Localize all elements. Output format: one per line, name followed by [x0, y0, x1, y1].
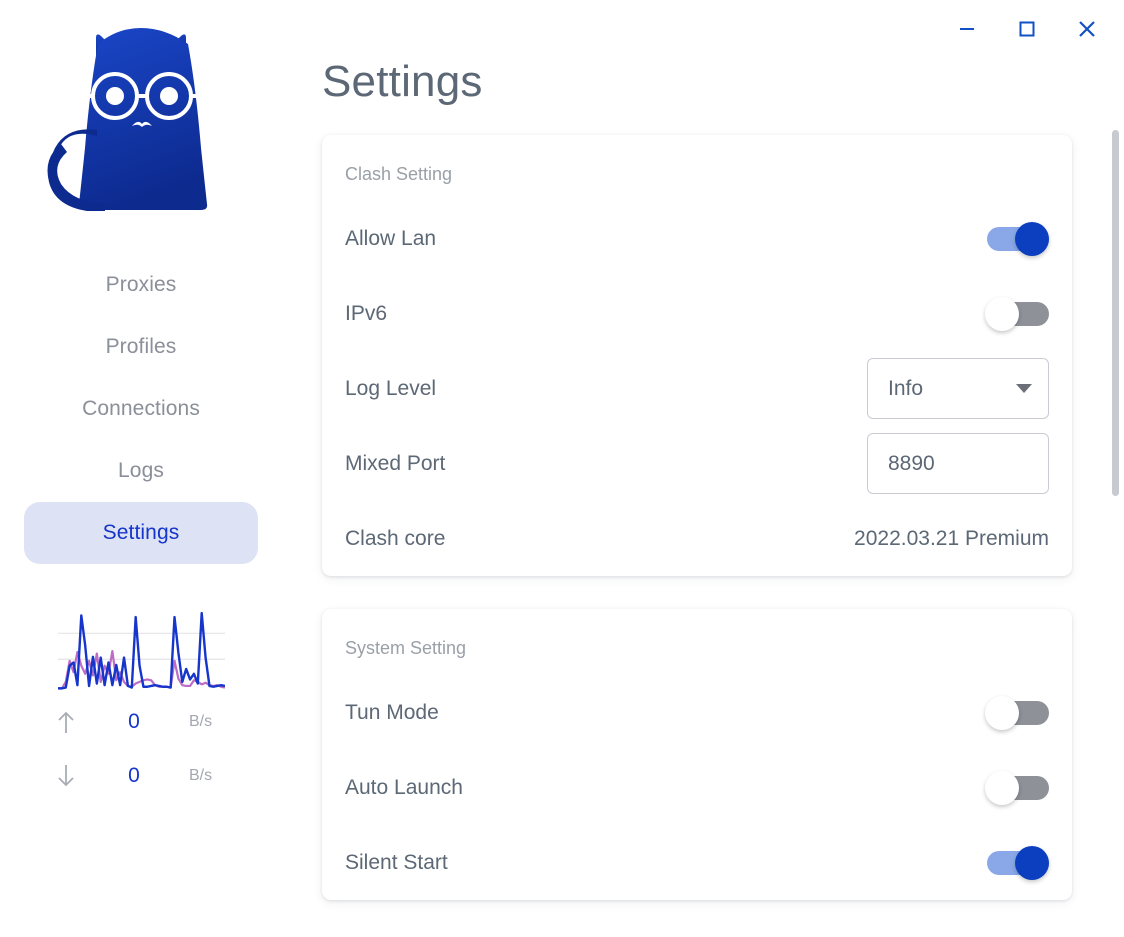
- main-content: Settings Clash Setting Allow Lan IPv6 Lo…: [282, 0, 1124, 937]
- sidebar-item-proxies[interactable]: Proxies: [24, 254, 258, 316]
- toggle-thumb: [985, 695, 1019, 730]
- minimize-icon: [960, 28, 974, 30]
- clash-core-version: 2022.03.21 Premium: [854, 526, 1049, 550]
- maximize-button[interactable]: [1012, 14, 1042, 44]
- sidebar-item-label: Proxies: [105, 273, 177, 296]
- system-setting-card: System Setting Tun Mode Auto Launch Sile…: [322, 609, 1072, 900]
- download-speed-stat: 0 B/s: [53, 749, 229, 803]
- setting-label: IPv6: [345, 301, 388, 325]
- toggle-thumb: [1015, 221, 1049, 256]
- setting-label: Tun Mode: [345, 700, 439, 724]
- setting-row-allow-lan: Allow Lan: [345, 201, 1049, 276]
- upload-speed-unit: B/s: [189, 713, 213, 730]
- clash-verge-cat-logo: [47, 28, 208, 211]
- sidebar-item-logs[interactable]: Logs: [24, 440, 258, 502]
- log-level-select[interactable]: Info: [867, 358, 1049, 419]
- clash-setting-card: Clash Setting Allow Lan IPv6 Log Level: [322, 135, 1072, 576]
- setting-row-tun-mode: Tun Mode: [345, 675, 1049, 750]
- arrow-down-icon: [53, 763, 79, 789]
- card-title: System Setting: [345, 638, 467, 658]
- sidebar-item-settings[interactable]: Settings: [24, 502, 258, 564]
- setting-label: Mixed Port: [345, 451, 446, 475]
- setting-label: Auto Launch: [345, 775, 463, 799]
- setting-row-auto-launch: Auto Launch: [345, 750, 1049, 825]
- auto-launch-toggle[interactable]: [973, 769, 1049, 807]
- upload-speed-stat: 0 B/s: [53, 695, 229, 749]
- setting-row-clash-core: Clash core 2022.03.21 Premium: [345, 501, 1049, 576]
- setting-row-mixed-port: Mixed Port: [345, 426, 1049, 501]
- sidebar-item-label: Profiles: [105, 335, 177, 358]
- log-level-value: Info: [888, 376, 924, 400]
- sidebar-item-label: Connections: [82, 397, 200, 420]
- setting-row-log-level: Log Level Info: [345, 351, 1049, 426]
- setting-row-ipv6: IPv6: [345, 276, 1049, 351]
- traffic-chart: [57, 611, 225, 690]
- maximize-icon: [1019, 21, 1035, 37]
- card-title: Clash Setting: [345, 164, 453, 184]
- toggle-thumb: [1015, 845, 1049, 880]
- upload-speed-value: 0: [128, 710, 140, 733]
- tun-mode-toggle[interactable]: [973, 694, 1049, 732]
- vertical-scrollbar-thumb[interactable]: [1112, 130, 1119, 496]
- download-speed-unit: B/s: [189, 767, 213, 784]
- setting-row-silent-start: Silent Start: [345, 825, 1049, 900]
- close-icon: [1079, 21, 1095, 37]
- traffic-panel: 0 B/s 0 B/s: [24, 600, 258, 803]
- toggle-thumb: [985, 770, 1019, 805]
- allow-lan-toggle[interactable]: [973, 220, 1049, 258]
- setting-label: Log Level: [345, 376, 437, 400]
- sidebar-nav: Proxies Profiles Connections Logs Settin…: [24, 254, 258, 564]
- download-speed-value: 0: [128, 764, 140, 787]
- page-title: Settings: [322, 57, 483, 106]
- setting-label: Silent Start: [345, 850, 448, 874]
- mixed-port-input[interactable]: [867, 433, 1049, 494]
- sidebar-item-profiles[interactable]: Profiles: [24, 316, 258, 378]
- sidebar-item-connections[interactable]: Connections: [24, 378, 258, 440]
- ipv6-toggle[interactable]: [973, 295, 1049, 333]
- toggle-thumb: [985, 296, 1019, 331]
- silent-start-toggle[interactable]: [973, 844, 1049, 882]
- arrow-up-icon: [53, 709, 79, 735]
- setting-label: Clash core: [345, 526, 446, 550]
- sidebar: Proxies Profiles Connections Logs Settin…: [0, 0, 282, 937]
- chevron-down-icon: [1016, 384, 1032, 393]
- window-controls: [824, 0, 1124, 58]
- sidebar-item-label: Logs: [118, 459, 164, 482]
- setting-label: Allow Lan: [345, 226, 437, 250]
- close-button[interactable]: [1072, 14, 1102, 44]
- minimize-button[interactable]: [952, 14, 982, 44]
- sidebar-item-label: Settings: [102, 521, 180, 544]
